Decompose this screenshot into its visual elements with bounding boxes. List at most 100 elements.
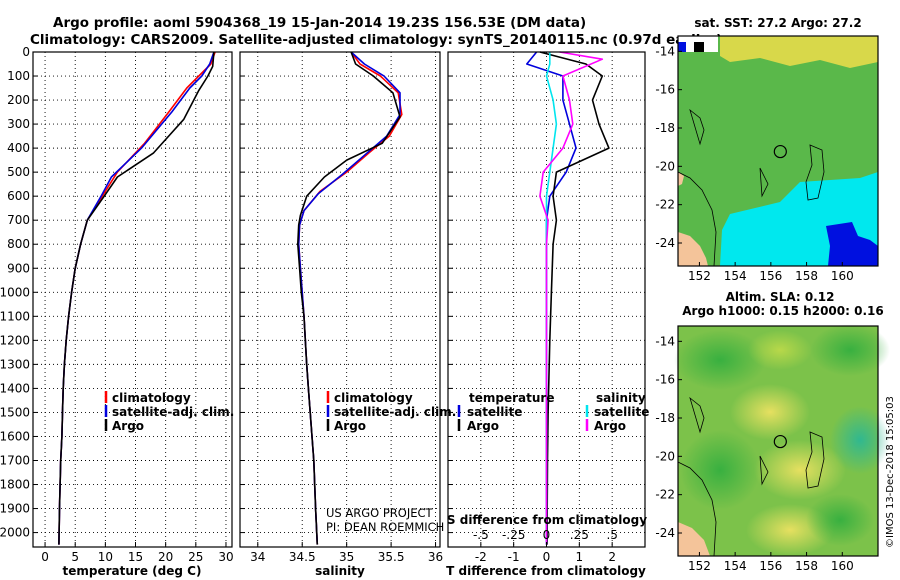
difference-frame — [447, 51, 646, 548]
x-tick-label-4: 36 — [428, 550, 443, 564]
x2-tick-label-4: .5 — [606, 528, 617, 542]
temperature-ticks — [33, 51, 227, 547]
sla-blob-9 — [748, 330, 812, 370]
lat-label-2: -18 — [655, 121, 675, 135]
x-tick-label-2: 35 — [339, 550, 354, 564]
legend-s-satellite: satellite — [594, 405, 649, 419]
series-argo — [296, 51, 401, 545]
x-tick-label-4: 20 — [158, 550, 173, 564]
x-tick-label-2: 10 — [98, 550, 113, 564]
lat-label-2: -18 — [655, 411, 675, 425]
x-tick-label-6: 30 — [218, 550, 233, 564]
depth-label-1: 100 — [7, 69, 30, 83]
series-temperature-argo — [539, 51, 610, 545]
series-argo — [58, 51, 215, 545]
lat-label-5: -24 — [655, 526, 675, 540]
x-tick-label-4: 2 — [608, 550, 616, 564]
depth-label-0: 0 — [22, 45, 30, 59]
temperature-legend: climatology satellite-adj. clim. Argo — [104, 391, 234, 433]
legend-salinity-heading: salinity — [596, 391, 646, 405]
series-salinity-argo — [539, 51, 604, 545]
sst-land-2 — [678, 172, 684, 186]
difference-x2-label: S difference from climatology — [447, 513, 647, 527]
salinity-x-label: salinity — [315, 564, 365, 578]
depth-axis-labels: 0 100 200 300 400 500 600 700 800 900 1000 1100 1200… — [0, 45, 30, 540]
sla-map-subtitle: Argo h1000: 0.15 h2000: 0.16 — [682, 304, 883, 318]
lon-label-1: 154 — [724, 559, 747, 573]
credit-line-1: US ARGO PROJECT — [326, 506, 434, 520]
x2-tick-label-1: -.25 — [502, 528, 525, 542]
x-tick-label-0: 0 — [41, 550, 49, 564]
temperature-x-label: temperature (deg C) — [63, 564, 202, 578]
x2-tick-label-2: 0 — [543, 528, 551, 542]
depth-label-16: 1600 — [0, 429, 30, 443]
legend-t-satellite: satellite — [467, 405, 522, 419]
x-tick-label-0: 34 — [250, 550, 265, 564]
legend-t-argo: Argo — [467, 419, 499, 433]
lon-label-0: 152 — [688, 269, 711, 283]
depth-label-3: 300 — [7, 117, 30, 131]
x2-tick-label-3: .25 — [570, 528, 589, 542]
difference-x2-tick-labels: -.5 -.25 0 .25 .5 — [473, 528, 618, 542]
sst-map-tick-labels: 152 154 156 158 160 -14 -16 -18 -20 -22 -24 — [655, 44, 853, 283]
depth-label-12: 1200 — [0, 333, 30, 347]
lat-label-3: -20 — [655, 449, 675, 463]
lon-label-2: 156 — [759, 559, 782, 573]
lon-label-0: 152 — [688, 559, 711, 573]
depth-label-19: 1900 — [0, 502, 30, 516]
sla-blob-1 — [730, 384, 810, 440]
temperature-grid — [33, 51, 232, 547]
x-tick-label-3: 35.5 — [378, 550, 405, 564]
sla-blob-8 — [806, 494, 874, 546]
sla-argo-marker — [773, 434, 787, 449]
depth-label-13: 1300 — [0, 357, 30, 371]
salinity-panel: 34 34.5 35 35.5 36 salinity climatology sate… — [239, 51, 456, 578]
lat-label-4: -22 — [655, 488, 675, 502]
sla-map-frame — [677, 325, 879, 557]
legend-climatology-2: climatology — [334, 391, 413, 405]
temperature-frame — [32, 51, 233, 548]
legend-argo-2: Argo — [334, 419, 366, 433]
depth-label-18: 1800 — [0, 478, 30, 492]
x-tick-label-0: -2 — [475, 550, 487, 564]
sla-coast — [677, 461, 717, 557]
depth-label-10: 1000 — [0, 285, 30, 299]
title-line-2: Climatology: CARS2009. Satellite-adjuste… — [30, 32, 722, 48]
depth-label-5: 500 — [7, 165, 30, 179]
sst-blue-box — [678, 42, 686, 52]
lat-label-0: -14 — [655, 44, 675, 58]
title-line-1: Argo profile: aoml 5904368_19 15-Jan-201… — [53, 15, 586, 31]
lon-label-1: 154 — [724, 269, 747, 283]
sst-map-frame — [677, 35, 879, 267]
x-tick-label-1: -1 — [508, 550, 520, 564]
lat-label-1: -16 — [655, 373, 675, 387]
depth-label-2: 200 — [7, 93, 30, 107]
lat-label-1: -16 — [655, 83, 675, 97]
temperature-panel: 0 5 10 15 20 25 30 temperature (deg C) climato… — [32, 51, 234, 578]
temperature-x-tick-labels: 0 5 10 15 20 25 30 — [41, 550, 233, 564]
x-tick-label-3: 1 — [576, 550, 584, 564]
depth-label-14: 1400 — [0, 381, 30, 395]
salinity-lines — [296, 51, 403, 545]
legend-satellite-adj-2: satellite-adj. clim. — [334, 405, 456, 419]
sla-land — [678, 522, 710, 556]
depth-label-7: 700 — [7, 213, 30, 227]
depth-label-15: 1500 — [0, 405, 30, 419]
depth-label-20: 2000 — [0, 526, 30, 540]
salinity-grid — [240, 51, 440, 547]
difference-lines — [525, 51, 610, 545]
sst-map-field — [677, 36, 878, 267]
sla-blob-6 — [680, 430, 760, 510]
lat-label-4: -22 — [655, 198, 675, 212]
depth-label-11: 1100 — [0, 309, 30, 323]
watermark: ©IMOS 13-Dec-2018 15:05:03 — [885, 396, 896, 548]
x2-tick-label-0: -.5 — [473, 528, 489, 542]
series-climatology — [58, 51, 216, 545]
lon-label-4: 160 — [831, 269, 854, 283]
x-tick-label-5: 25 — [188, 550, 203, 564]
difference-panel: -2 -1 0 1 2 -.5 -.25 0 .25 .5 T difference from … — [446, 51, 649, 578]
depth-label-17: 1700 — [0, 453, 30, 467]
legend-s-argo: Argo — [594, 419, 626, 433]
sst-map-title: sat. SST: 27.2 Argo: 27.2 — [694, 16, 861, 30]
